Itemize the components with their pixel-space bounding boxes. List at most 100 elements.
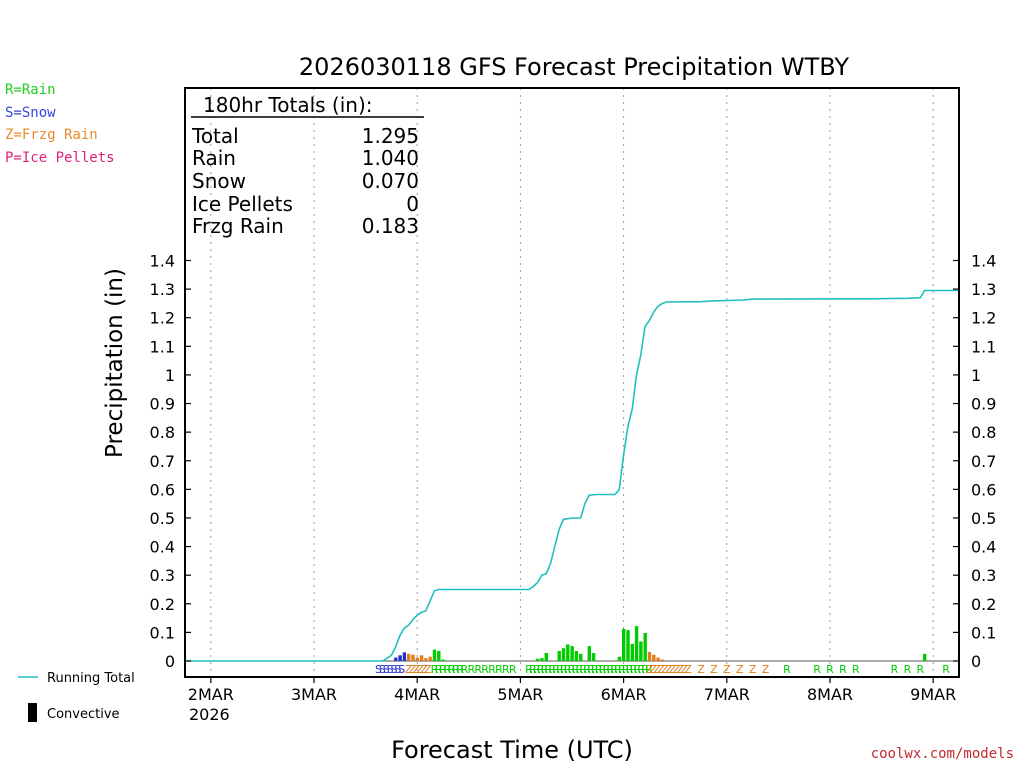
ptype-marker: R	[813, 663, 821, 676]
precip-bar	[419, 655, 424, 661]
precip-bar	[407, 653, 411, 661]
y-tick-label-right: 0.5	[971, 509, 996, 528]
chart-title: 2026030118 GFS Forecast Precipitation WT…	[299, 53, 850, 81]
ptype-marker: R	[525, 663, 533, 676]
ptype-marker: R	[560, 663, 568, 676]
y-axis-label: Precipitation (in)	[102, 268, 128, 458]
precip-bar	[570, 646, 574, 661]
ptype-marker: R	[852, 663, 860, 676]
x-axis-label: Forecast Time (UTC)	[391, 736, 633, 764]
ptype-marker: R	[587, 663, 595, 676]
precip-bar	[647, 651, 652, 661]
ptype-marker: Z	[416, 663, 424, 676]
ptype-marker: R	[603, 663, 611, 676]
ptype-marker: R	[839, 663, 847, 676]
ptype-marker: R	[630, 663, 638, 676]
ptype-marker: Z	[405, 663, 413, 676]
legend-frzg-rain: Z=Frzg Rain	[5, 127, 98, 143]
running-total-line	[185, 289, 959, 662]
ptype-marker: R	[599, 663, 607, 676]
ptype-marker: S	[398, 663, 405, 676]
ptype-marker: R	[548, 663, 556, 676]
y-tick-label-left: 0.9	[150, 395, 175, 414]
precip-bar	[428, 656, 432, 661]
precip-bar	[402, 652, 407, 661]
y-tick-label-right: 0.7	[971, 452, 996, 471]
y-axes: 0 0 0.1 0.1 0.2 0.2 0.3 0.3 0.4 0.4 0.5 0.5 0.6 0.6 0.…	[150, 252, 997, 672]
ptype-marker: R	[891, 663, 899, 676]
ptype-marker: R	[916, 663, 924, 676]
ptype-marker: S	[387, 663, 394, 676]
ptype-marker: R	[579, 663, 587, 676]
precip-bar	[424, 658, 428, 661]
ptype-marker: R	[533, 663, 541, 676]
y-tick-label-right: 0.1	[971, 623, 996, 642]
ptype-marker: R	[439, 663, 447, 676]
credit-link[interactable]: coolwx.com/models	[870, 746, 1014, 762]
ptype-marker: R	[502, 663, 510, 676]
precip-bar	[656, 657, 660, 661]
y-tick-label-left: 1.3	[150, 280, 175, 299]
ptype-marker: Z	[413, 663, 421, 676]
ptype-marker: R	[610, 663, 618, 676]
ptype-marker: R	[431, 663, 439, 676]
ptype-marker: R	[495, 663, 503, 676]
ptype-marker: R	[541, 663, 549, 676]
totals-box: 180hr Totals (in): Total 1.295 Rain 1.04…	[191, 93, 424, 238]
precip-bar	[557, 650, 561, 661]
ptype-marker: R	[461, 663, 469, 676]
ptype-marker: R	[591, 663, 599, 676]
precip-bar	[540, 658, 544, 661]
precip-bar	[634, 626, 639, 661]
x-tick-label: 8MAR	[807, 685, 853, 704]
legend-snow: S=Snow	[5, 105, 56, 121]
ptype-marker: Z	[762, 663, 770, 676]
precip-bar	[639, 641, 643, 661]
ptype-marker: R	[583, 663, 591, 676]
ptype-marker: S	[390, 663, 397, 676]
y-tick-label-right: 0	[971, 652, 981, 671]
totals-label-snow: Snow	[192, 169, 246, 193]
y-tick-label-left: 0.5	[150, 509, 175, 528]
totals-heading: 180hr Totals (in):	[203, 93, 373, 117]
ptype-marker: Z	[684, 663, 692, 676]
ptype-marker: R	[529, 663, 537, 676]
ptype-marker: Z	[409, 663, 417, 676]
precip-bar	[579, 653, 583, 661]
x-tick-label: 7MAR	[704, 685, 750, 704]
y-tick-label-right: 1	[971, 366, 981, 385]
y-tick-label-left: 0.4	[150, 538, 175, 557]
y-tick-label-right: 1.3	[971, 280, 996, 299]
precip-bar	[652, 654, 656, 661]
ptype-marker: R	[904, 663, 912, 676]
precip-bar	[398, 655, 402, 661]
ptype-marker: Z	[661, 663, 669, 676]
x-tick-label: 6MAR	[601, 685, 647, 704]
ptype-marker: Z	[420, 663, 428, 676]
ptype-marker: Z	[749, 663, 757, 676]
ptype-marker: R	[626, 663, 634, 676]
ptype-marker: R	[634, 663, 642, 676]
y-tick-label-left: 0.7	[150, 452, 175, 471]
ptype-marker: Z	[657, 663, 665, 676]
ptype-marker: S	[383, 663, 390, 676]
ptype-marker: R	[618, 663, 626, 676]
y-tick-label-right: 0.2	[971, 595, 996, 614]
x-tick-label: 4MAR	[394, 685, 440, 704]
ptype-marker: R	[556, 663, 564, 676]
ptype-marker: R	[452, 663, 460, 676]
y-tick-label-left: 0.8	[150, 423, 175, 442]
ptype-marker: S	[379, 663, 386, 676]
precip-bar	[617, 656, 622, 661]
ptype-marker: R	[448, 663, 456, 676]
ptype-marker: Z	[736, 663, 744, 676]
ptype-marker: Z	[723, 663, 731, 676]
y-tick-label-right: 1.2	[971, 309, 996, 328]
precip-bar	[432, 649, 437, 661]
precip-bar	[441, 659, 445, 661]
legend-rain: R=Rain	[5, 82, 56, 98]
running-total-legend-label: Running Total	[47, 671, 135, 686]
totals-label-pellets: Ice Pellets	[192, 192, 293, 216]
ptype-marker: R	[456, 663, 464, 676]
y-tick-label-left: 1	[165, 366, 175, 385]
